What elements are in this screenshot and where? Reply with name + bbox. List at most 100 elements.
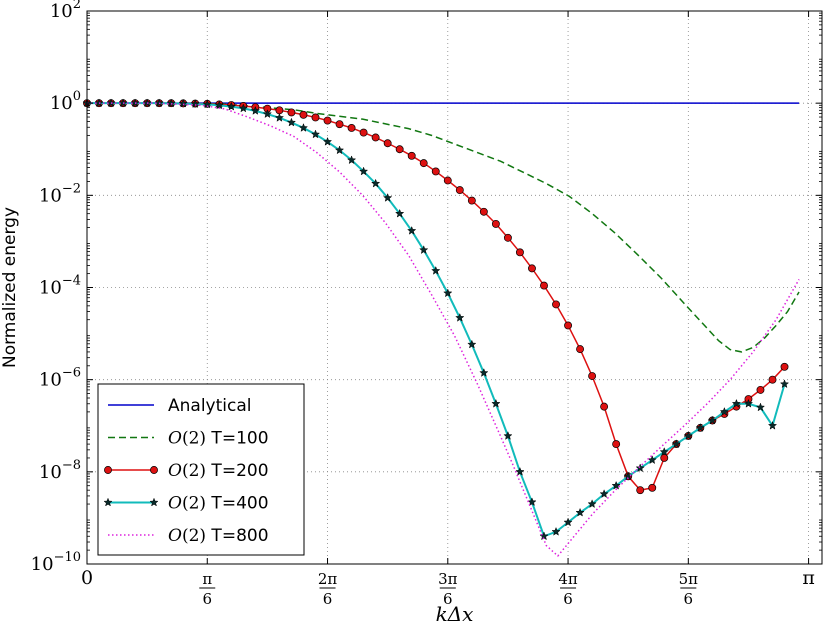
legend-label: O(2) T=800 bbox=[168, 526, 269, 546]
data-point bbox=[287, 108, 296, 117]
data-point bbox=[299, 110, 308, 119]
x-tick-label: 0 bbox=[81, 567, 93, 589]
data-point bbox=[275, 106, 284, 115]
legend-entry: Analytical bbox=[108, 396, 251, 416]
data-point bbox=[755, 402, 766, 412]
data-point bbox=[503, 431, 513, 440]
data-point bbox=[491, 219, 500, 228]
data-point bbox=[587, 499, 597, 509]
data-point bbox=[407, 225, 417, 235]
data-point bbox=[563, 517, 573, 527]
y-tick-label: 10−4 bbox=[39, 274, 81, 299]
data-point bbox=[262, 109, 273, 119]
x-tick-label: 5π6 bbox=[679, 570, 699, 608]
data-point bbox=[588, 372, 597, 380]
data-point bbox=[407, 151, 416, 160]
legend-series-name: T=400 bbox=[206, 494, 268, 514]
legend-marker bbox=[103, 497, 113, 507]
data-point bbox=[671, 439, 681, 449]
data-point bbox=[178, 98, 188, 108]
y-tick-label: 10−2 bbox=[39, 181, 81, 206]
data-point bbox=[250, 105, 261, 115]
data-point bbox=[383, 139, 392, 148]
data-point bbox=[780, 362, 789, 371]
data-point bbox=[346, 155, 357, 165]
data-point bbox=[455, 312, 465, 322]
x-tick-label: π6 bbox=[199, 570, 216, 608]
series-layer bbox=[82, 98, 800, 557]
x-tick-label: π bbox=[802, 567, 815, 589]
data-point bbox=[358, 166, 369, 176]
data-point bbox=[431, 265, 441, 275]
data-point bbox=[395, 145, 404, 154]
data-point bbox=[347, 123, 356, 132]
data-point bbox=[707, 415, 718, 425]
legend-marker bbox=[149, 497, 159, 507]
legend-order-value: (2) bbox=[182, 429, 206, 449]
legend-marker bbox=[150, 466, 158, 474]
legend-label: Analytical bbox=[168, 396, 251, 416]
data-point bbox=[443, 176, 452, 185]
data-point bbox=[576, 345, 585, 354]
data-point bbox=[467, 196, 476, 205]
data-point bbox=[636, 486, 645, 495]
data-point bbox=[383, 192, 393, 202]
data-point bbox=[214, 100, 224, 110]
y-tick-label: 10−6 bbox=[39, 366, 81, 391]
x-tick-label: 4π6 bbox=[558, 570, 578, 608]
data-point bbox=[599, 489, 609, 498]
data-point bbox=[779, 379, 790, 389]
y-tick-label: 102 bbox=[50, 0, 81, 22]
series-1 bbox=[87, 102, 800, 353]
data-point bbox=[635, 463, 645, 473]
data-point bbox=[311, 113, 320, 122]
data-point bbox=[695, 422, 705, 432]
series-line bbox=[87, 102, 800, 557]
data-point bbox=[359, 128, 368, 137]
data-point bbox=[298, 123, 309, 132]
x-axis-label: kΔx bbox=[436, 602, 474, 626]
data-point bbox=[371, 133, 380, 142]
x-tick-numerator: 2π bbox=[318, 570, 338, 588]
data-point bbox=[443, 288, 453, 298]
data-point bbox=[731, 398, 742, 408]
legend-order-symbol: O bbox=[168, 526, 182, 546]
y-tick-label: 100 bbox=[50, 89, 81, 114]
data-point bbox=[419, 245, 429, 255]
x-tick-numerator: 5π bbox=[679, 570, 699, 588]
legend-order-symbol: O bbox=[168, 494, 182, 514]
data-point bbox=[768, 375, 777, 384]
legend-series-name: T=100 bbox=[206, 429, 268, 449]
legend-order-value: (2) bbox=[182, 526, 206, 546]
legend-label: O(2) T=200 bbox=[168, 461, 269, 481]
data-point bbox=[515, 466, 525, 476]
data-point bbox=[479, 368, 489, 377]
data-point bbox=[612, 440, 621, 449]
series-line bbox=[87, 102, 800, 353]
x-tick-numerator: 4π bbox=[558, 570, 578, 588]
x-tick-denominator: 6 bbox=[202, 590, 212, 608]
data-point bbox=[334, 145, 345, 155]
data-point bbox=[600, 402, 609, 411]
data-point bbox=[767, 420, 778, 430]
data-point bbox=[322, 136, 333, 146]
legend-entry: O(2) T=100 bbox=[108, 429, 269, 449]
data-point bbox=[552, 300, 560, 309]
data-point bbox=[431, 167, 440, 176]
data-point bbox=[335, 120, 344, 129]
series-4 bbox=[87, 102, 800, 557]
data-point bbox=[491, 398, 501, 408]
data-point bbox=[648, 483, 657, 492]
data-point bbox=[527, 497, 537, 507]
data-point bbox=[310, 129, 321, 139]
x-tick-text: π bbox=[802, 567, 815, 589]
data-point bbox=[395, 208, 405, 218]
data-point bbox=[528, 264, 536, 273]
data-point bbox=[226, 101, 236, 111]
x-tick-denominator: 6 bbox=[684, 590, 694, 608]
legend-series-name: T=200 bbox=[206, 461, 268, 481]
data-point bbox=[660, 454, 669, 462]
data-point bbox=[659, 447, 669, 456]
x-tick-label: 2π6 bbox=[318, 570, 338, 608]
